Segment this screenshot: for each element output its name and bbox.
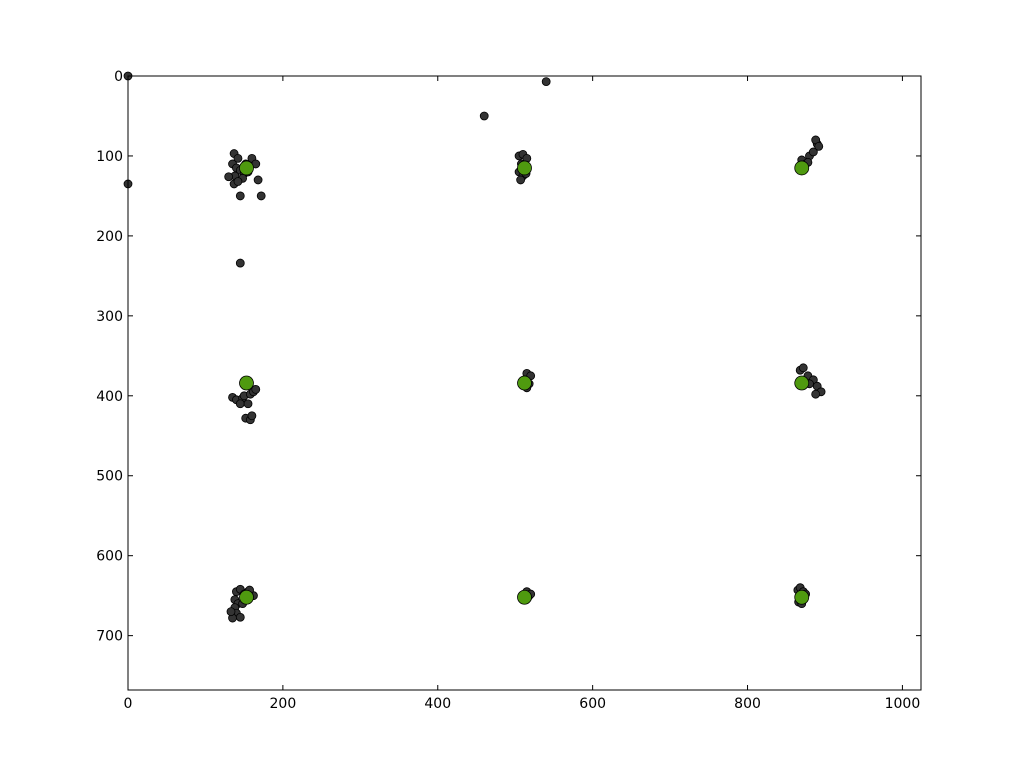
x-tick-label-1: 200 xyxy=(270,696,297,712)
data-point-30 xyxy=(516,175,526,185)
x-tick-label-4: 800 xyxy=(734,696,761,712)
x-tick-label-2: 400 xyxy=(424,696,451,712)
centroid-point-6 xyxy=(239,589,254,605)
centroid-point-4 xyxy=(517,375,532,391)
data-point-3 xyxy=(541,77,551,86)
data-point-16 xyxy=(253,175,263,185)
data-point-21 xyxy=(256,191,266,201)
y-tick-label-7: 700 xyxy=(96,629,123,645)
data-point-43 xyxy=(235,399,245,409)
centroid-point-1 xyxy=(517,160,532,176)
data-point-18 xyxy=(233,177,243,186)
y-tick-label-4: 400 xyxy=(96,389,123,405)
y-tick-label-3: 300 xyxy=(96,309,123,325)
y-tick-label-5: 500 xyxy=(96,469,123,485)
x-axis: 0 200 400 600 800 1000 xyxy=(124,76,921,712)
data-point-58 xyxy=(798,363,808,373)
y-tick-label-6: 600 xyxy=(96,549,123,565)
data-point-75 xyxy=(235,612,245,622)
x-tick-label-3: 600 xyxy=(579,696,606,712)
centroid-point-7 xyxy=(517,589,532,605)
x-tick-label-5: 1000 xyxy=(885,696,921,712)
data-point-51 xyxy=(247,411,257,421)
points-layer xyxy=(123,71,826,623)
centroid-point-2 xyxy=(794,160,810,176)
centroid-point-5 xyxy=(794,375,810,391)
centroid-point-8 xyxy=(794,589,810,605)
y-tick-label-2: 200 xyxy=(96,229,123,245)
data-point-22 xyxy=(235,258,245,268)
data-point-48 xyxy=(243,399,253,409)
data-point-38 xyxy=(814,141,824,151)
y-tick-label-0: 0 xyxy=(114,69,123,85)
data-point-63 xyxy=(811,389,821,399)
data-point-35 xyxy=(808,147,818,157)
x-tick-label-0: 0 xyxy=(124,696,133,712)
plot-frame xyxy=(127,75,922,691)
data-point-11 xyxy=(224,172,234,182)
y-tick-label-1: 100 xyxy=(96,149,123,165)
centroid-point-3 xyxy=(239,375,254,391)
data-point-2 xyxy=(479,111,489,121)
centroid-point-0 xyxy=(239,160,254,176)
data-point-5 xyxy=(233,153,243,163)
data-point-76 xyxy=(226,607,236,617)
data-point-20 xyxy=(235,191,245,201)
y-axis: 0 100 200 300 400 500 600 700 xyxy=(96,69,921,645)
data-point-47 xyxy=(251,384,261,394)
